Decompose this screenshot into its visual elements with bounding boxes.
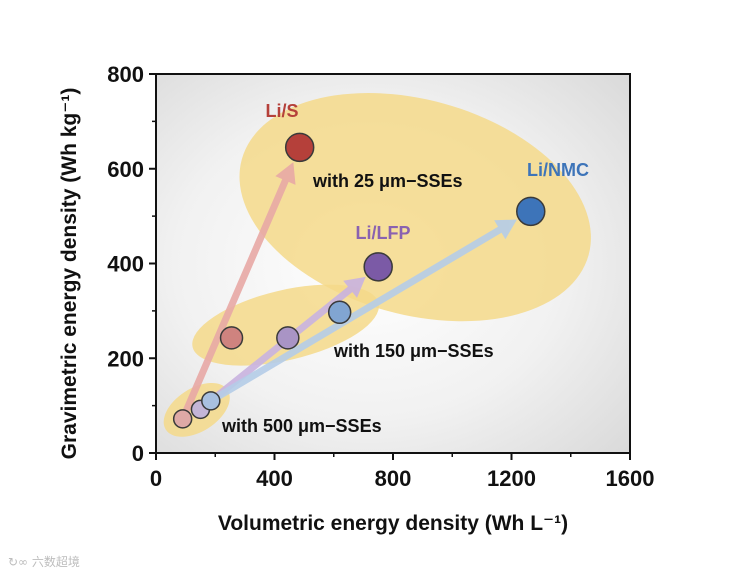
y-tick-label: 400 [107, 252, 144, 277]
data-points [172, 132, 546, 429]
axes: 0 400 800 1200 1600 0 200 400 600 800 Volumetric e… [58, 62, 654, 535]
group-label-500um: with 500 μm−SSEs [221, 416, 382, 436]
point-li-nmc-500um [201, 391, 221, 411]
y-tick-label: 0 [132, 441, 144, 466]
series-label-li-lfp: Li/LFP [356, 223, 411, 243]
annotations: Li/S Li/LFP Li/NMC with 500 μm−SSEs with 150… [221, 101, 589, 436]
arrow-head [494, 219, 517, 240]
watermark-text: 六数超境 [31, 555, 80, 569]
arrow-shaft [179, 176, 289, 423]
point-li-s-500um [172, 409, 193, 429]
x-tick-label: 1600 [606, 466, 655, 491]
trend-arrows [179, 162, 517, 423]
point-li-s-25um [284, 132, 315, 163]
y-tick-label: 800 [107, 62, 144, 87]
series-label-li-nmc: Li/NMC [527, 160, 589, 180]
group-label-150um: with 150 μm−SSEs [333, 341, 494, 361]
point-li-nmc-150um [327, 300, 352, 325]
y-tick-label: 600 [107, 157, 144, 182]
point-li-lfp-25um [363, 252, 393, 282]
watermark: ↻∞ 六数超境 [8, 553, 80, 570]
x-tick-label: 800 [375, 466, 412, 491]
watermark-logo-icon: ↻∞ [8, 555, 29, 569]
y-axis-title: Gravimetric energy density (Wh kg⁻¹) [58, 88, 81, 460]
point-li-nmc-25um [516, 196, 546, 227]
arrow-head [343, 276, 366, 298]
point-li-lfp-150um [276, 326, 300, 350]
group-label-25um: with 25 μm−SSEs [312, 171, 463, 191]
x-tick-label: 400 [256, 466, 293, 491]
x-axis-title: Volumetric energy density (Wh L⁻¹) [218, 512, 568, 535]
arrow-li-nmc [207, 219, 517, 405]
point-li-s-150um [219, 326, 244, 350]
arrow-head [275, 162, 296, 185]
x-tick-label: 0 [150, 466, 162, 491]
ellipse-group-25 [239, 93, 591, 322]
x-tick-label: 1200 [487, 466, 536, 491]
y-tick-label: 200 [107, 346, 144, 371]
arrow-shaft [207, 226, 504, 405]
arrow-li-s [179, 162, 296, 423]
series-label-li-s: Li/S [265, 101, 298, 121]
